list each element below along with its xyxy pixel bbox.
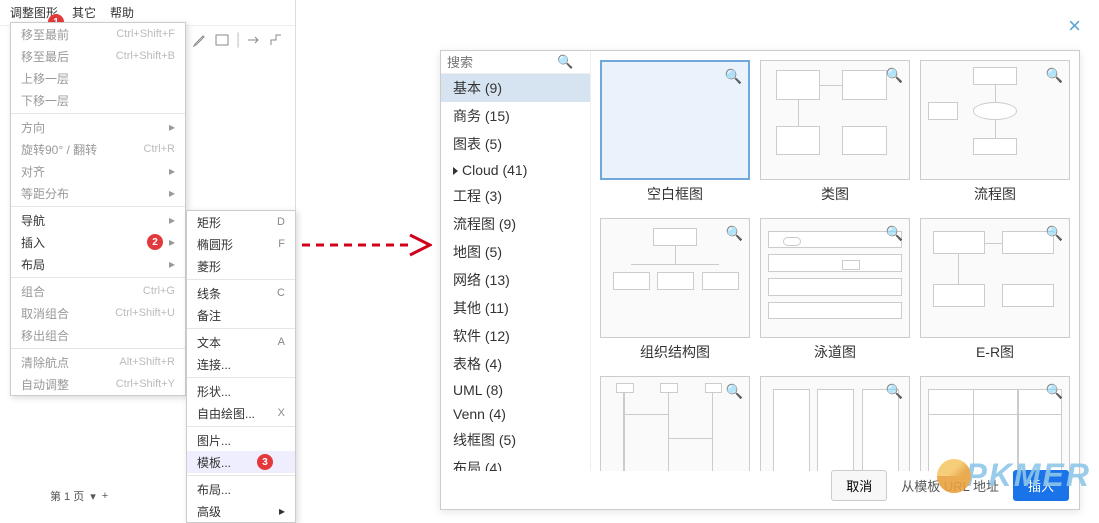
submenu-item[interactable]: 高级▸: [187, 500, 295, 522]
template-card[interactable]: 🔍 空白框图: [599, 59, 751, 209]
category-item[interactable]: 布局 (4): [441, 454, 590, 471]
submenu-item[interactable]: 模板...3: [187, 451, 295, 473]
category-item[interactable]: 软件 (12): [441, 322, 590, 350]
search-icon[interactable]: 🔍: [557, 54, 573, 70]
page-tab-1[interactable]: 第 1 页: [50, 488, 84, 504]
submenu-item[interactable]: 布局...: [187, 478, 295, 500]
guide-arrow: [302, 230, 432, 260]
template-label: 组织结构图: [600, 338, 750, 366]
submenu-item[interactable]: 备注: [187, 304, 295, 326]
zoom-icon[interactable]: 🔍: [726, 383, 743, 400]
submenu-item[interactable]: 椭圆形F: [187, 233, 295, 255]
insert-submenu: 矩形D椭圆形F菱形线条C备注文本A连接... 形状...自由绘图...X 图片...…: [186, 210, 296, 523]
menu-item[interactable]: 方向▸: [11, 116, 185, 138]
menu-other[interactable]: 其它: [72, 4, 96, 21]
submenu-item[interactable]: 线条C: [187, 282, 295, 304]
menu-item[interactable]: 组合Ctrl+G: [11, 280, 185, 302]
menu-item[interactable]: 插入▸2: [11, 231, 185, 253]
template-card[interactable]: 🔍 流程图: [919, 59, 1071, 209]
menu-item[interactable]: 下移一层: [11, 89, 185, 111]
template-label: 空白框图: [600, 180, 750, 208]
category-item[interactable]: 地图 (5): [441, 238, 590, 266]
editor-left-panel: 调整图形 其它 帮助 1 | 移至最前Ctrl+Shift+F移至最后Ctrl+…: [0, 0, 296, 522]
rect-icon: [214, 32, 230, 48]
template-grid: 🔍 空白框图 🔍 类图 🔍 流程图 🔍 组织结构图 🔍 泳道图 🔍 E-R图 🔍Sequence Dia…: [591, 51, 1079, 471]
zoom-icon[interactable]: 🔍: [725, 68, 742, 85]
template-label: E-R图: [920, 338, 1070, 366]
zoom-icon[interactable]: 🔍: [1046, 225, 1063, 242]
add-page-icon[interactable]: +: [102, 490, 108, 502]
zoom-icon[interactable]: 🔍: [1046, 383, 1063, 400]
template-card[interactable]: 🔍Simple Kanban: [759, 375, 911, 471]
pencil-icon: [192, 32, 208, 48]
zoom-icon[interactable]: 🔍: [886, 225, 903, 242]
submenu-item[interactable]: 自由绘图...X: [187, 402, 295, 424]
submenu-item[interactable]: 连接...: [187, 353, 295, 375]
menu-item[interactable]: 导航▸: [11, 209, 185, 231]
template-label: 泳道图: [760, 338, 910, 366]
category-item[interactable]: 网络 (13): [441, 266, 590, 294]
submenu-item[interactable]: 文本A: [187, 331, 295, 353]
template-label: 流程图: [920, 180, 1070, 208]
menu-item[interactable]: 对齐▸: [11, 160, 185, 182]
menu-item[interactable]: 移至最前Ctrl+Shift+F: [11, 23, 185, 45]
close-icon[interactable]: ×: [1068, 13, 1081, 39]
category-item[interactable]: Venn (4): [441, 402, 590, 426]
category-item[interactable]: 工程 (3): [441, 182, 590, 210]
cancel-button[interactable]: 取消: [831, 470, 887, 501]
toolbar: |: [186, 28, 295, 52]
category-item[interactable]: 其他 (11): [441, 294, 590, 322]
menu-item[interactable]: 旋转90° / 翻转Ctrl+R: [11, 138, 185, 160]
category-item[interactable]: UML (8): [441, 378, 590, 402]
menu-item[interactable]: 自动调整Ctrl+Shift+Y: [11, 373, 185, 395]
menu-item[interactable]: 等距分布▸: [11, 182, 185, 204]
zoom-icon[interactable]: 🔍: [726, 225, 743, 242]
submenu-item[interactable]: 形状...: [187, 380, 295, 402]
category-item[interactable]: 流程图 (9): [441, 210, 590, 238]
watermark-text: PKMER: [965, 457, 1091, 494]
zoom-icon[interactable]: 🔍: [886, 383, 903, 400]
submenu-item[interactable]: 矩形D: [187, 211, 295, 233]
menu-item[interactable]: 上移一层: [11, 67, 185, 89]
category-search: 🔍: [441, 51, 590, 74]
search-input[interactable]: [447, 55, 557, 70]
arrow-style-icon: [246, 32, 262, 48]
category-item[interactable]: 图表 (5): [441, 130, 590, 158]
category-item[interactable]: Cloud (41): [441, 158, 590, 182]
menu-item[interactable]: 清除航点Alt+Shift+R: [11, 351, 185, 373]
watermark: PKMER: [937, 457, 1091, 494]
category-item[interactable]: 线框图 (5): [441, 426, 590, 454]
category-item[interactable]: 基本 (9): [441, 74, 590, 102]
menu-item[interactable]: 布局▸: [11, 253, 185, 275]
category-item[interactable]: 表格 (4): [441, 350, 590, 378]
template-card[interactable]: 🔍Sequence Diagram: [599, 375, 751, 471]
adjust-menu-dropdown: 移至最前Ctrl+Shift+F移至最后Ctrl+Shift+B上移一层下移一层…: [10, 22, 186, 396]
template-card[interactable]: 🔍 泳道图: [759, 217, 911, 367]
menu-item[interactable]: 移出组合: [11, 324, 185, 346]
template-card[interactable]: 🔍 E-R图: [919, 217, 1071, 367]
submenu-item[interactable]: 菱形: [187, 255, 295, 277]
zoom-icon[interactable]: 🔍: [886, 67, 903, 84]
template-label: 类图: [760, 180, 910, 208]
menu-item[interactable]: 取消组合Ctrl+Shift+U: [11, 302, 185, 324]
menu-item[interactable]: 移至最后Ctrl+Shift+B: [11, 45, 185, 67]
category-item[interactable]: 商务 (15): [441, 102, 590, 130]
template-card[interactable]: 🔍 类图: [759, 59, 911, 209]
page-tab-dropdown-icon[interactable]: ▾: [90, 490, 96, 503]
template-card[interactable]: 🔍 组织结构图: [599, 217, 751, 367]
zoom-icon[interactable]: 🔍: [1046, 67, 1063, 84]
category-list: 🔍 基本 (9)商务 (15)图表 (5)Cloud (41)工程 (3)流程图…: [441, 51, 591, 471]
submenu-item[interactable]: 图片...: [187, 429, 295, 451]
page-tabs[interactable]: 第 1 页 ▾ +: [50, 488, 108, 504]
template-dialog: × 🔍 基本 (9)商务 (15)图表 (5)Cloud (41)工程 (3)流…: [440, 50, 1080, 510]
menu-help[interactable]: 帮助: [110, 4, 134, 21]
connector-icon: [268, 32, 284, 48]
watermark-icon: [937, 459, 971, 493]
